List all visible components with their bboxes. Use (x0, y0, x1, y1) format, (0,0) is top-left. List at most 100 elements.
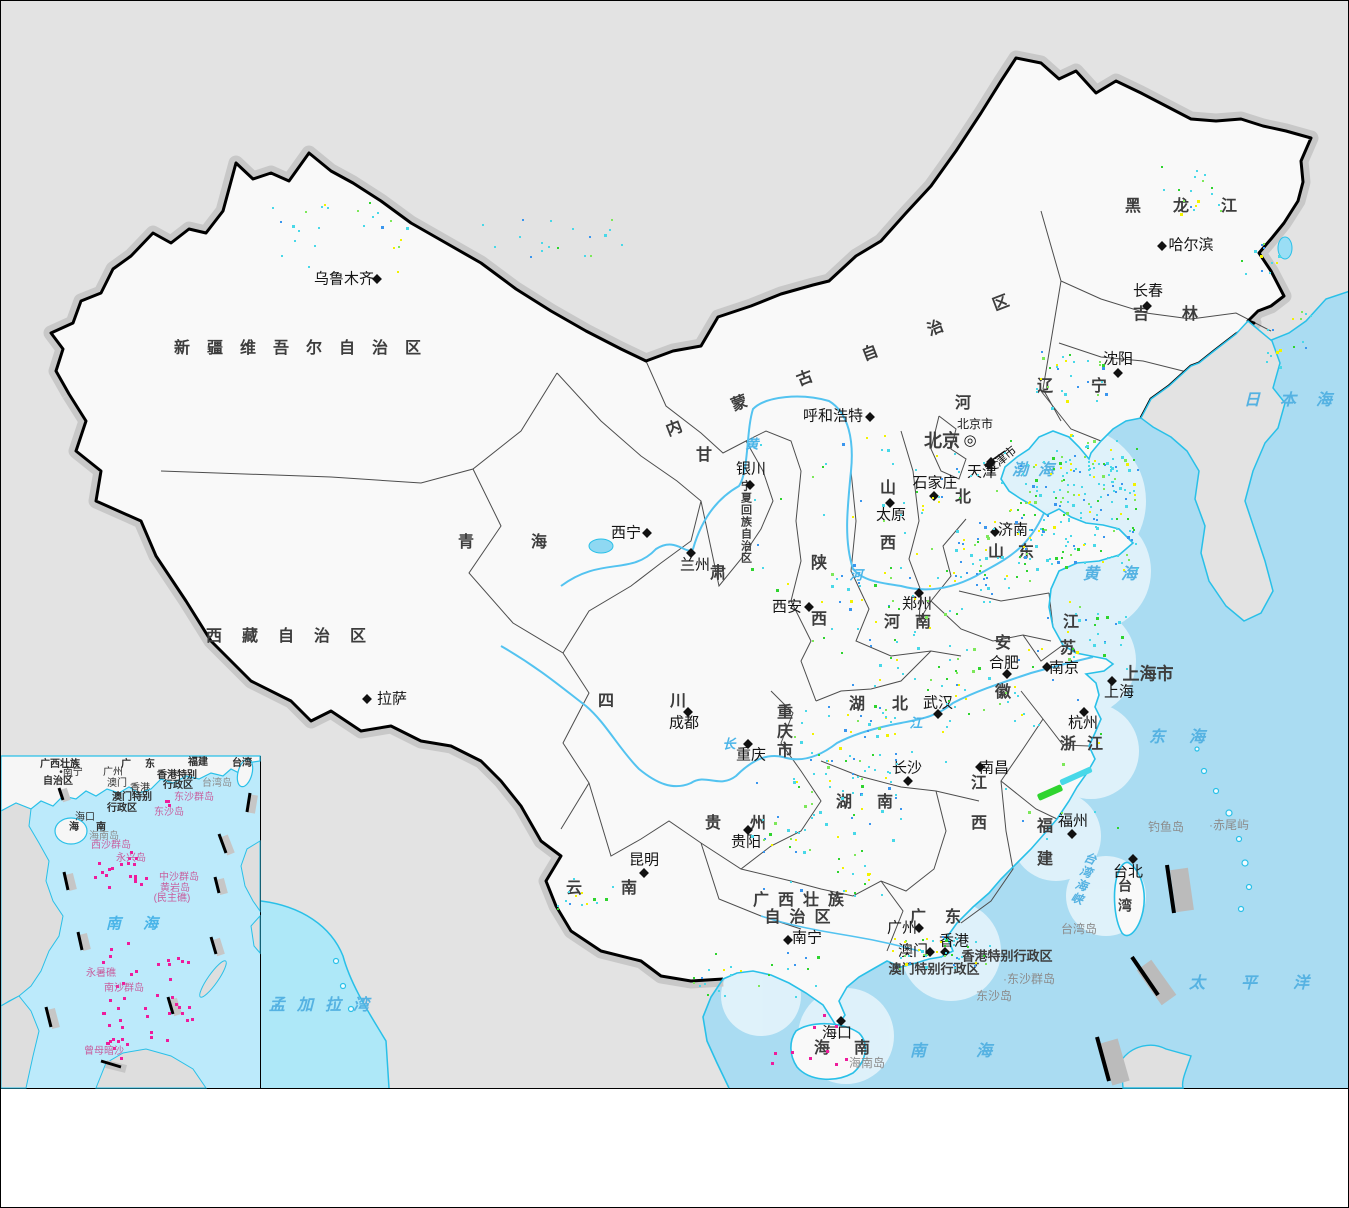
inset-island-label: 台湾岛 (202, 778, 232, 789)
radar-echo-pixel (1053, 532, 1056, 535)
radar-echo-pixel (130, 851, 134, 855)
radar-echo-pixel (1054, 497, 1057, 500)
radar-echo-pixel (960, 561, 963, 564)
radar-echo-pixel (976, 538, 979, 541)
radar-echo-pixel (851, 791, 854, 794)
radar-echo-pixel (859, 714, 862, 717)
province-label: 陕 (810, 555, 828, 572)
radar-echo-pixel (956, 938, 959, 941)
radar-echo-pixel (999, 703, 1002, 706)
nine-dash-line-inset (44, 787, 258, 1073)
radar-echo-pixel (968, 713, 971, 716)
radar-echo-pixel (1017, 531, 1020, 534)
radar-echo-pixel (166, 959, 170, 963)
radar-echo-pixel (958, 497, 961, 500)
radar-echo-pixel (980, 589, 983, 591)
radar-echo-pixel (119, 862, 123, 866)
radar-echo-pixel (916, 646, 920, 650)
radar-echo-pixel (848, 607, 852, 611)
radar-echo-pixel (840, 574, 843, 577)
radar-echo-pixel (836, 577, 839, 580)
radar-echo-pixel (1082, 499, 1085, 502)
radar-echo-pixel (377, 212, 380, 215)
radar-echo-pixel (1079, 606, 1081, 609)
city-label: 西宁 (610, 524, 642, 542)
city-label: 石家庄 (912, 474, 958, 492)
radar-echo-pixel (1088, 502, 1091, 505)
radar-echo-pixel (595, 901, 598, 904)
radar-echo-pixel (824, 822, 828, 826)
radar-echo-pixel (1058, 505, 1061, 508)
radar-echo-pixel (1072, 648, 1075, 651)
radar-echo-pixel (1097, 462, 1100, 465)
radar-echo-pixel (856, 719, 859, 722)
radar-echo-pixel (1028, 648, 1031, 651)
radar-echo-pixel (1007, 700, 1010, 703)
radar-echo-pixel (909, 577, 912, 580)
city-label: 乌鲁木齐 (313, 270, 375, 288)
radar-echo-pixel (1049, 558, 1052, 561)
radar-echo-pixel (762, 567, 765, 570)
sea-label: 太平洋 (1188, 975, 1346, 992)
radar-echo-pixel (1069, 554, 1072, 557)
city-label: 哈尔滨 (1168, 236, 1214, 254)
radar-echo-pixel (1305, 346, 1308, 349)
radar-echo-pixel (1089, 510, 1092, 513)
radar-echo-pixel (1037, 530, 1040, 533)
inset-reef-label: 南沙群岛 (104, 983, 144, 994)
island-label: ·赤尾屿 (1209, 818, 1249, 832)
inset-reef-label: (民主礁) (153, 893, 191, 904)
capital-star-icon: ◎ (963, 432, 977, 449)
radar-echo-pixel (134, 878, 138, 882)
radar-echo-pixel (1062, 356, 1065, 359)
radar-echo-pixel (755, 782, 758, 785)
radar-echo-pixel (1020, 502, 1023, 505)
radar-echo-pixel (1163, 188, 1166, 191)
radar-echo-pixel (953, 452, 956, 455)
radar-echo-pixel (854, 853, 857, 856)
river-label: 江 (909, 715, 923, 731)
china-radar-map[interactable]: 黑龙江吉林辽宁新疆维吾尔自治区内蒙古自治区甘肃宁夏回族自治区青海西藏自治区四川重… (1, 1, 1348, 1089)
radar-echo-pixel (771, 963, 774, 966)
radar-echo-pixel (920, 950, 924, 954)
radar-echo-pixel (754, 498, 757, 501)
radar-echo-pixel (775, 589, 779, 593)
radar-echo-pixel (802, 850, 806, 854)
radar-echo-pixel (982, 954, 985, 957)
radar-echo-pixel (305, 210, 308, 213)
radar-echo-pixel (170, 996, 174, 1000)
radar-echo-pixel (928, 585, 931, 588)
radar-echo-pixel (1092, 440, 1096, 444)
radar-echo-pixel (943, 955, 946, 958)
radar-echo-pixel (813, 772, 816, 775)
radar-echo-pixel (1263, 246, 1266, 249)
radar-echo-pixel (955, 529, 959, 533)
radar-echo-pixel (940, 956, 943, 959)
radar-echo-pixel (1101, 381, 1104, 384)
radar-echo-pixel (1071, 503, 1075, 507)
radar-echo-pixel (1095, 526, 1099, 530)
radar-echo-pixel (884, 716, 887, 719)
radar-echo-pixel (883, 435, 886, 438)
radar-echo-pixel (805, 710, 808, 713)
radar-echo-pixel (1060, 520, 1063, 523)
radar-echo-pixel (107, 1024, 111, 1028)
radar-echo-pixel (931, 547, 934, 550)
radar-echo-pixel (937, 500, 940, 503)
radar-echo-pixel (1023, 562, 1026, 565)
radar-echo-pixel (1136, 469, 1139, 472)
radar-echo-pixel (1039, 527, 1042, 530)
radar-echo-pixel (1095, 399, 1098, 402)
radar-echo-pixel (909, 962, 912, 965)
radar-echo-pixel (895, 753, 898, 756)
radar-echo-pixel (389, 219, 392, 222)
radar-echo-pixel (851, 872, 854, 875)
radar-echo-pixel (1300, 311, 1303, 314)
radar-echo-pixel (1110, 448, 1113, 451)
radar-echo-pixel (119, 1056, 123, 1060)
radar-echo-pixel (822, 513, 825, 516)
radar-echo-pixel (907, 955, 910, 958)
beijing-municipality-label: 北京市 (956, 417, 994, 431)
radar-echo-pixel (881, 712, 884, 715)
city-label: 合肥 (988, 654, 1020, 672)
